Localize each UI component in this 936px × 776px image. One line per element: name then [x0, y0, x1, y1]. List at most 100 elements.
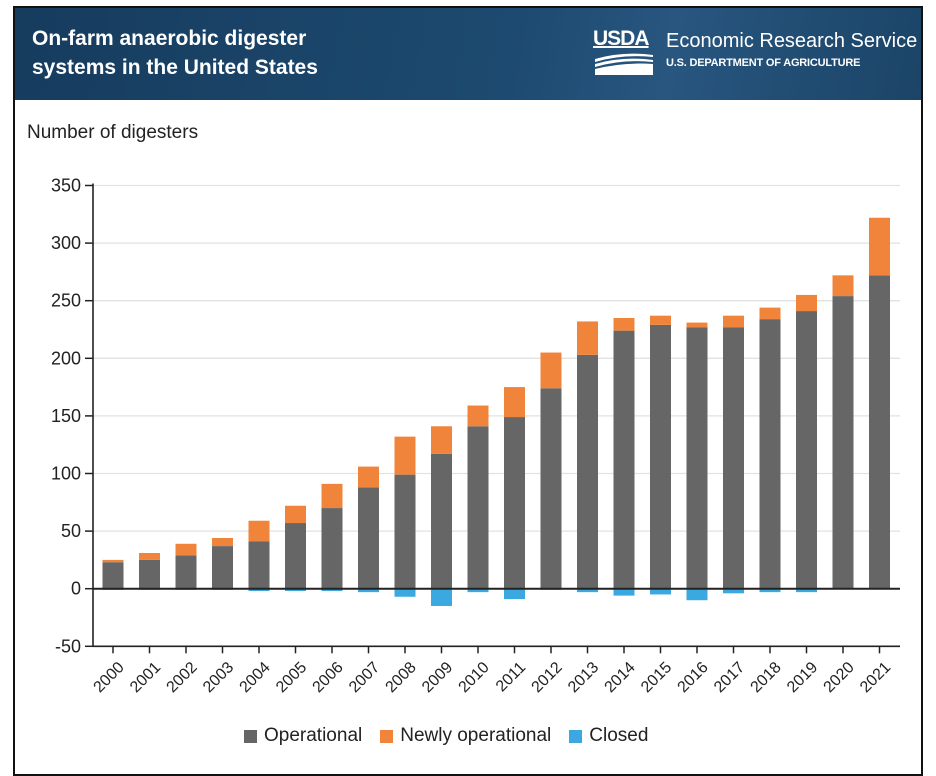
bar-operational [686, 327, 708, 589]
bar-group-2020 [832, 275, 854, 589]
bar-closed [796, 588, 817, 593]
legend-label: Operational [264, 725, 363, 746]
legend-item-newly-operational: Newly operational [380, 725, 551, 747]
x-tick-label: 2001 [127, 659, 164, 696]
bar-newly-operational [394, 436, 416, 475]
bar-group-2005 [285, 505, 306, 592]
x-tick-label: 2013 [565, 659, 602, 696]
bar-operational [139, 559, 160, 589]
bar-operational [540, 388, 562, 589]
y-tick-label: 350 [51, 176, 81, 196]
x-tick-label: 2011 [493, 659, 529, 695]
bar-closed [759, 588, 781, 593]
bar-group-2016 [686, 322, 708, 601]
bar-closed [467, 588, 489, 593]
bar-closed [723, 588, 744, 594]
bar-newly-operational [248, 520, 270, 542]
bar-group-2002 [175, 543, 197, 590]
bar-newly-operational [613, 317, 635, 331]
x-tick-label: 2008 [383, 659, 420, 696]
legend: Operational Newly operational Closed [244, 725, 648, 747]
bar-group-2006 [321, 483, 343, 592]
bar-group-2013 [577, 321, 598, 593]
bar-group-2019 [796, 294, 817, 593]
bar-group-2009 [431, 426, 452, 606]
x-tick-label: 2014 [602, 659, 639, 696]
bar-newly-operational [102, 559, 124, 563]
y-tick-label: 200 [51, 348, 81, 368]
legend-swatch-newly-operational [380, 729, 394, 743]
x-tick-label: 2004 [237, 659, 274, 696]
y-tick-label: 300 [51, 233, 81, 253]
x-tick-label: 2000 [91, 659, 128, 696]
x-tick-label: 2020 [821, 659, 858, 696]
y-tick-label: 50 [61, 521, 81, 541]
legend-label: Newly operational [400, 725, 552, 746]
x-tick-label: 2015 [638, 659, 675, 696]
bar-group-2000 [102, 559, 124, 590]
bar-operational [613, 330, 635, 589]
bar-newly-operational [139, 552, 160, 560]
bar-closed [285, 588, 306, 592]
bar-operational [285, 523, 306, 589]
bar-group-2003 [212, 538, 233, 590]
bar-newly-operational [175, 543, 197, 556]
bar-closed [321, 588, 343, 592]
bar-group-2001 [139, 552, 160, 590]
x-tick-label: 2006 [310, 659, 347, 696]
bar-closed [504, 588, 525, 600]
bar-operational [577, 354, 598, 589]
bar-group-2018 [759, 307, 781, 593]
bar-group-2021 [869, 217, 890, 589]
y-tick-label: 0 [71, 579, 81, 599]
x-tick-label: 2007 [346, 659, 383, 696]
bar-operational [102, 562, 124, 589]
legend-swatch-operational [244, 729, 257, 743]
bar-newly-operational [759, 307, 781, 320]
bar-group-2012 [540, 352, 562, 590]
y-axis-title: Number of digesters [27, 122, 199, 143]
bar-operational [394, 474, 416, 589]
bar-closed [248, 588, 270, 592]
legend-swatch-closed [569, 729, 583, 743]
bar-operational [869, 275, 890, 589]
bar-newly-operational [540, 352, 562, 389]
x-axis-ticks: 2000 2001 2002 2003 2004 2005 2006 2007 2008 2009… [91, 646, 894, 696]
bar-closed [394, 588, 416, 597]
y-tick-label: 150 [51, 406, 81, 426]
bar-newly-operational [577, 321, 598, 355]
x-tick-label: 2005 [273, 659, 310, 696]
bar-closed [431, 588, 452, 606]
bar-operational [248, 541, 270, 589]
bar-operational [358, 487, 379, 589]
bar-operational [759, 319, 781, 589]
x-tick-label: 2018 [748, 659, 785, 696]
bar-newly-operational [431, 426, 452, 454]
x-tick-label: 2003 [200, 659, 237, 696]
y-tick-label: -50 [55, 636, 81, 656]
bar-operational [723, 327, 744, 589]
bar-operational [212, 546, 233, 589]
x-tick-label: 2017 [711, 659, 748, 696]
bar-operational [504, 417, 525, 589]
bar-operational [832, 296, 854, 589]
usda-logo-text: USDA [593, 27, 650, 50]
y-tick-label: 100 [51, 464, 81, 484]
bar-newly-operational [650, 315, 671, 325]
bar-newly-operational [358, 466, 379, 488]
bar-group-2011 [504, 387, 525, 600]
bar-newly-operational [686, 322, 708, 328]
legend-item-closed: Closed [569, 725, 648, 747]
bar-group-2015 [650, 315, 671, 595]
bar-newly-operational [504, 387, 525, 418]
axes [92, 183, 900, 648]
chart-header: On-farm anaerobic digester systems in th… [15, 8, 921, 100]
bar-closed [358, 588, 379, 593]
bar-operational [431, 453, 452, 589]
bar-closed [650, 588, 671, 595]
bar-closed [577, 588, 598, 593]
bar-newly-operational [467, 405, 489, 427]
legend-label: Closed [589, 725, 649, 746]
usda-field-icon [595, 53, 653, 75]
bars [102, 217, 890, 606]
